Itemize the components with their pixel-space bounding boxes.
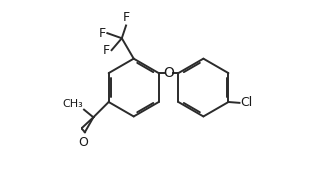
- Text: O: O: [78, 136, 88, 149]
- Text: F: F: [123, 11, 129, 24]
- Text: O: O: [163, 66, 174, 80]
- Text: F: F: [99, 27, 106, 40]
- Text: F: F: [103, 44, 110, 57]
- Text: CH₃: CH₃: [62, 99, 83, 109]
- Text: Cl: Cl: [240, 96, 253, 109]
